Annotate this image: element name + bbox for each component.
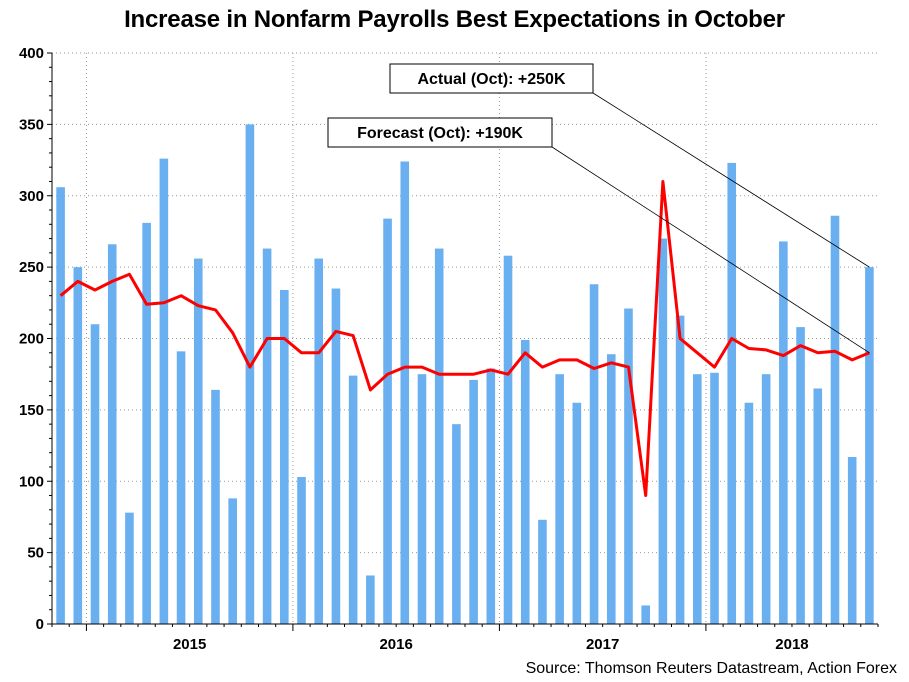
bar (658, 238, 668, 624)
forecast-line (59, 180, 870, 497)
bar (589, 284, 599, 624)
bar (865, 267, 874, 624)
chart-title: Increase in Nonfarm Payrolls Best Expect… (124, 6, 785, 33)
y-tick-label: 0 (36, 616, 44, 633)
bar (847, 456, 857, 624)
y-tick-label: 300 (19, 188, 44, 205)
y-tick-label: 350 (19, 116, 44, 133)
bar (176, 351, 186, 624)
bar (211, 389, 220, 624)
bar (348, 375, 358, 624)
bar (572, 402, 582, 624)
bar (469, 379, 478, 624)
y-tick-label: 200 (19, 331, 44, 348)
bar (142, 222, 151, 624)
x-axis-ticks: 2015 2016 2017 2018 (51, 624, 879, 653)
bar (675, 315, 685, 624)
bar (314, 258, 324, 624)
bar (228, 498, 237, 624)
bar (486, 368, 496, 624)
bar (830, 215, 840, 625)
y-axis-ticks: 0 50 100 150 200 250 300 350 400 (19, 45, 52, 633)
bar (520, 339, 530, 624)
bar (761, 374, 771, 624)
y-tick-label: 50 (27, 545, 44, 562)
bar (434, 248, 444, 624)
bar (297, 476, 306, 624)
y-tick-label: 150 (19, 402, 44, 419)
bar (90, 324, 100, 624)
bar (744, 402, 754, 624)
y-tick-label: 400 (19, 45, 44, 62)
line-series-forecast (59, 180, 870, 497)
x-tick-label: 2018 (775, 636, 808, 653)
bar (555, 374, 564, 624)
x-tick-label: 2016 (379, 636, 412, 653)
bar (779, 241, 788, 624)
bar (56, 187, 65, 624)
x-tick-label: 2015 (173, 636, 206, 653)
y-tick-label: 100 (19, 473, 44, 490)
bar (417, 374, 427, 624)
y-tick-label: 250 (19, 259, 44, 276)
bar (624, 308, 633, 624)
annotation-leader-line (551, 146, 870, 354)
bar (813, 388, 823, 624)
source-note: Source: Thomson Reuters Datastream, Acti… (525, 660, 897, 677)
bar (641, 605, 650, 624)
bar (159, 158, 169, 624)
bar (727, 162, 737, 625)
bar (693, 374, 702, 624)
bar (400, 161, 410, 625)
x-tick-label: 2017 (586, 636, 619, 653)
annotation-box (389, 63, 594, 94)
bar (262, 248, 272, 624)
bar (710, 372, 719, 624)
annotation-label: Forecast (Oct): +190K (357, 125, 523, 142)
bar (796, 327, 805, 624)
annotation-leader-line (592, 92, 870, 268)
bar-series-actual (56, 124, 874, 625)
bar (383, 218, 392, 624)
annotation-box (327, 117, 553, 148)
annotation-label: Actual (Oct): +250K (417, 71, 565, 88)
bar (245, 124, 255, 624)
bar (280, 289, 289, 624)
bar (193, 258, 203, 624)
bar (503, 255, 513, 624)
bar (606, 354, 616, 624)
annotations: Actual (Oct): +250K Forecast (Oct): +190K (327, 63, 870, 354)
bar (366, 575, 375, 624)
bar (125, 512, 134, 624)
bar (331, 288, 341, 624)
bar (452, 424, 461, 624)
bar (107, 244, 117, 624)
bar (538, 519, 547, 624)
bar (73, 267, 83, 624)
